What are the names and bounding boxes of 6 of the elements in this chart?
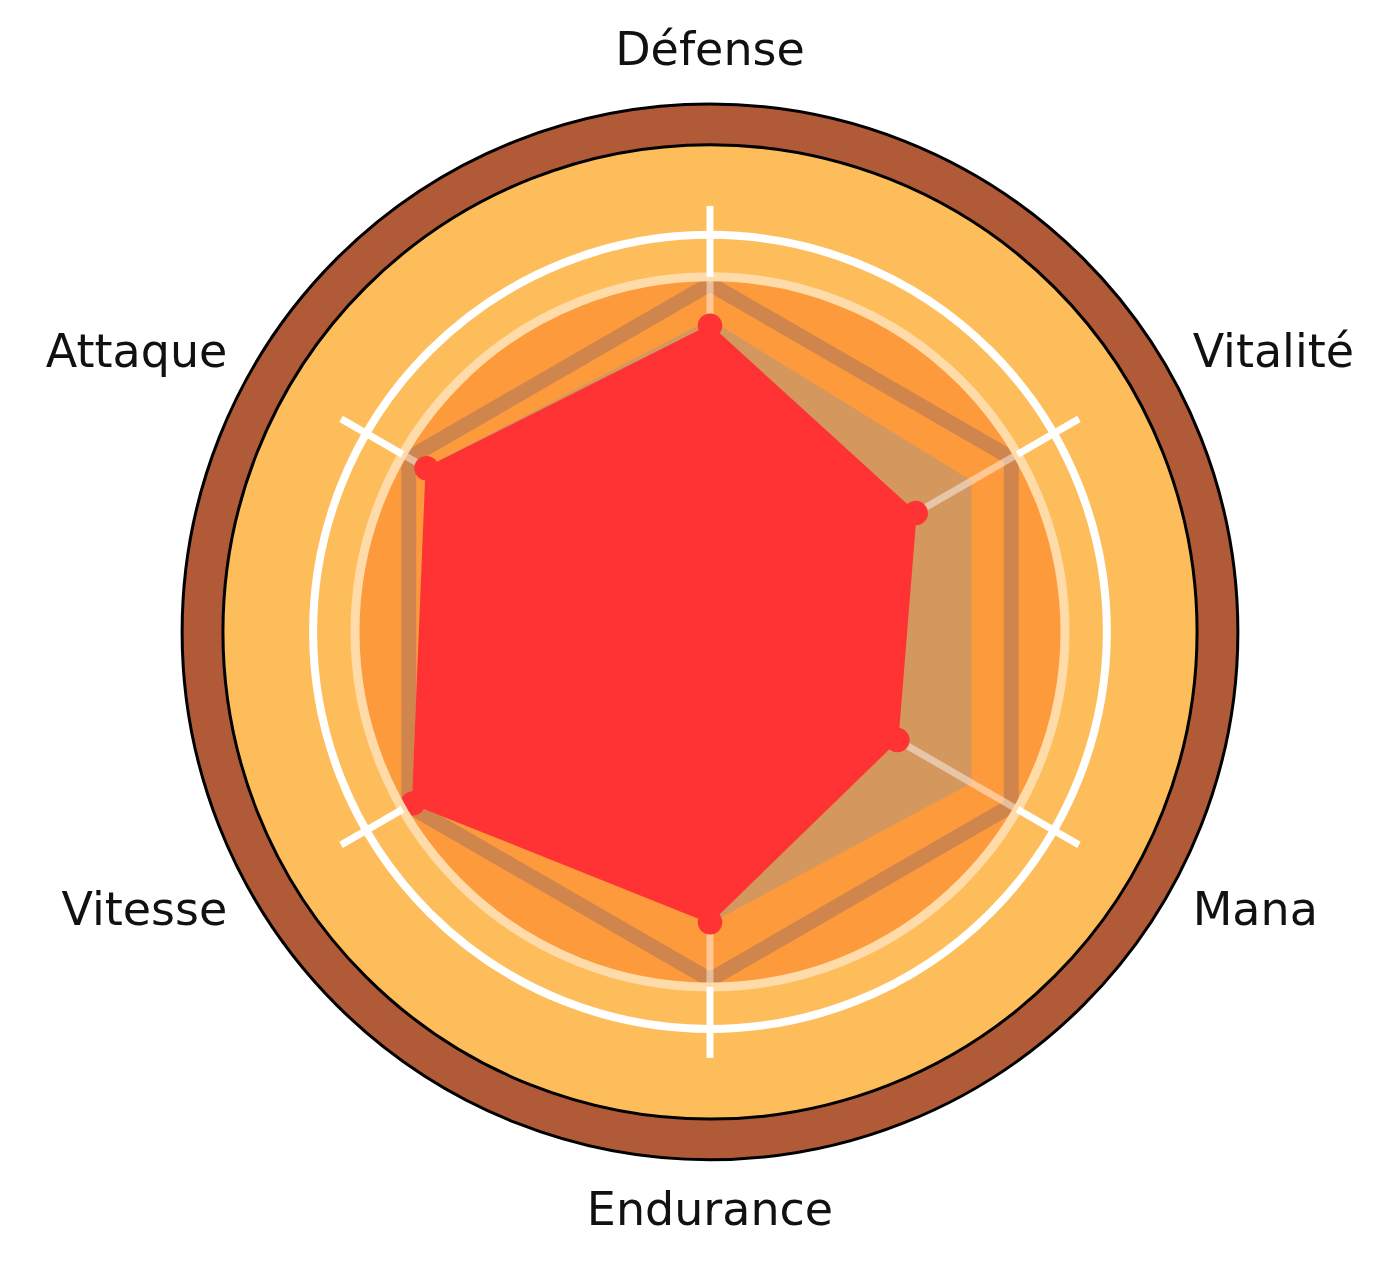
- spoke-label: Endurance: [586, 1182, 834, 1237]
- spoke-label: Défense: [615, 21, 805, 76]
- spoke-label: Mana: [1192, 881, 1318, 936]
- spoke-label: Vitalité: [1192, 324, 1354, 379]
- spoke-label: Attaque: [45, 324, 228, 379]
- spoke-label: Vitesse: [61, 881, 228, 936]
